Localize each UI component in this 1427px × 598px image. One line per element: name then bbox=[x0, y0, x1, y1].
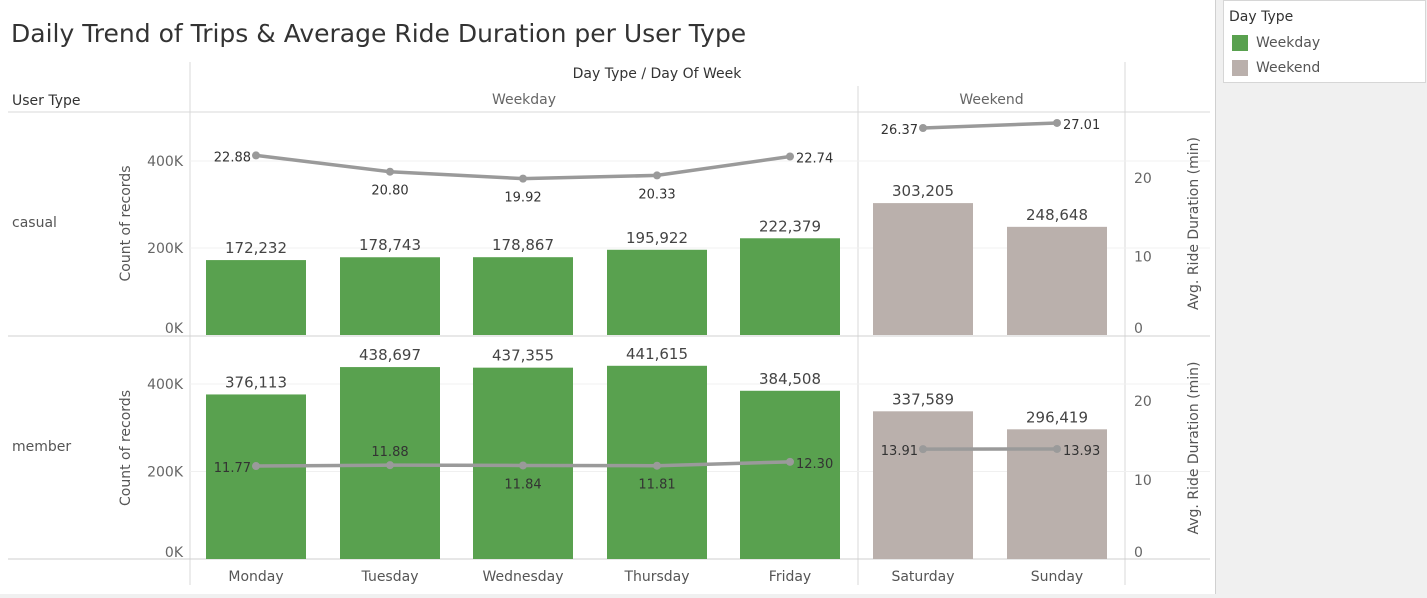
bar-member-friday bbox=[740, 391, 840, 559]
duration-label-member-saturday: 13.91 bbox=[881, 444, 918, 459]
duration-point-casual-wednesday bbox=[519, 175, 527, 183]
bar-label-casual-saturday: 303,205 bbox=[892, 182, 954, 200]
row-header-label: User Type bbox=[12, 93, 81, 109]
x-tick-label-friday: Friday bbox=[769, 569, 811, 585]
row-label-casual: casual bbox=[12, 215, 57, 231]
column-header-label: Day Type / Day Of Week bbox=[573, 66, 743, 82]
duration-point-casual-saturday bbox=[919, 124, 927, 132]
bar-label-casual-friday: 222,379 bbox=[759, 217, 821, 235]
left-tick-member-200K: 200K bbox=[147, 465, 184, 481]
bar-casual-sunday bbox=[1007, 227, 1107, 335]
duration-point-member-friday bbox=[786, 458, 794, 466]
right-tick-casual-20: 20 bbox=[1134, 171, 1152, 187]
duration-point-member-sunday bbox=[1053, 445, 1061, 453]
bar-label-casual-wednesday: 178,867 bbox=[492, 236, 554, 254]
x-tick-label-monday: Monday bbox=[228, 569, 283, 585]
bar-member-saturday bbox=[873, 411, 973, 559]
bar-label-member-thursday: 441,615 bbox=[626, 345, 688, 363]
bar-label-member-wednesday: 437,355 bbox=[492, 347, 554, 365]
group-header-weekday: Weekday bbox=[492, 92, 556, 108]
bar-casual-saturday bbox=[873, 203, 973, 335]
duration-point-casual-friday bbox=[786, 152, 794, 160]
left-tick-member-400K: 400K bbox=[147, 377, 184, 393]
left-tick-casual-400K: 400K bbox=[147, 154, 184, 170]
bar-casual-monday bbox=[206, 260, 306, 335]
right-tick-member-10: 10 bbox=[1134, 473, 1152, 489]
duration-label-casual-wednesday: 19.92 bbox=[504, 191, 541, 206]
legend-item-weekday[interactable]: Weekday bbox=[1232, 34, 1320, 52]
duration-line-casual-weekend bbox=[923, 123, 1057, 128]
bar-member-monday bbox=[206, 394, 306, 559]
bar-label-member-friday: 384,508 bbox=[759, 370, 821, 388]
duration-label-casual-thursday: 20.33 bbox=[638, 187, 675, 202]
group-header-weekend: Weekend bbox=[959, 92, 1023, 108]
x-tick-label-saturday: Saturday bbox=[891, 569, 954, 585]
right-tick-member-20: 20 bbox=[1134, 394, 1152, 410]
x-tick-label-tuesday: Tuesday bbox=[361, 569, 419, 585]
duration-point-member-wednesday bbox=[519, 461, 527, 469]
chart-panel: Daily Trend of Trips & Average Ride Dura… bbox=[0, 0, 1216, 594]
left-axis-title-casual: Count of records bbox=[118, 166, 134, 282]
duration-label-casual-tuesday: 20.80 bbox=[371, 184, 408, 199]
bar-label-casual-sunday: 248,648 bbox=[1026, 206, 1088, 224]
duration-label-member-sunday: 13.93 bbox=[1063, 444, 1100, 459]
legend-title: Day Type bbox=[1229, 9, 1293, 25]
bar-label-member-tuesday: 438,697 bbox=[359, 346, 421, 364]
legend-label-weekend: Weekend bbox=[1256, 60, 1320, 76]
bar-label-casual-thursday: 195,922 bbox=[626, 229, 688, 247]
duration-label-member-thursday: 11.81 bbox=[638, 478, 675, 493]
right-tick-member-0: 0 bbox=[1134, 545, 1143, 561]
legend-swatch-weekend bbox=[1232, 60, 1248, 76]
left-tick-casual-200K: 200K bbox=[147, 241, 184, 257]
left-axis-title-member: Count of records bbox=[118, 390, 134, 506]
bar-casual-friday bbox=[740, 238, 840, 335]
right-tick-casual-10: 10 bbox=[1134, 250, 1152, 266]
left-tick-casual-0K: 0K bbox=[165, 321, 184, 337]
bar-casual-wednesday bbox=[473, 257, 573, 335]
duration-point-member-saturday bbox=[919, 445, 927, 453]
duration-point-casual-sunday bbox=[1053, 119, 1061, 127]
bar-label-member-sunday: 296,419 bbox=[1026, 408, 1088, 426]
duration-label-casual-sunday: 27.01 bbox=[1063, 118, 1100, 133]
duration-point-member-monday bbox=[252, 462, 260, 470]
right-axis-title-casual: Avg. Ride Duration (min) bbox=[1186, 137, 1202, 310]
bar-label-casual-tuesday: 178,743 bbox=[359, 236, 421, 254]
right-tick-casual-0: 0 bbox=[1134, 321, 1143, 337]
duration-point-casual-monday bbox=[252, 151, 260, 159]
duration-label-member-monday: 11.77 bbox=[214, 461, 251, 476]
x-tick-label-wednesday: Wednesday bbox=[482, 569, 563, 585]
duration-point-casual-thursday bbox=[653, 171, 661, 179]
bar-casual-tuesday bbox=[340, 257, 440, 335]
left-tick-member-0K: 0K bbox=[165, 545, 184, 561]
chart-title: Daily Trend of Trips & Average Ride Dura… bbox=[11, 19, 746, 48]
x-tick-label-thursday: Thursday bbox=[623, 569, 689, 585]
duration-label-casual-saturday: 26.37 bbox=[881, 123, 918, 138]
bar-label-member-monday: 376,113 bbox=[225, 373, 287, 391]
duration-label-member-wednesday: 11.84 bbox=[504, 477, 541, 492]
bar-label-member-saturday: 337,589 bbox=[892, 390, 954, 408]
chart-svg: Daily Trend of Trips & Average Ride Dura… bbox=[0, 0, 1215, 594]
duration-label-member-tuesday: 11.88 bbox=[371, 445, 408, 460]
duration-point-member-thursday bbox=[653, 462, 661, 470]
bar-casual-thursday bbox=[607, 250, 707, 335]
duration-label-casual-friday: 22.74 bbox=[796, 151, 833, 166]
legend: Day Type Weekday Weekend bbox=[1223, 0, 1426, 83]
duration-point-member-tuesday bbox=[386, 461, 394, 469]
row-label-member: member bbox=[12, 439, 71, 455]
duration-point-casual-tuesday bbox=[386, 168, 394, 176]
legend-label-weekday: Weekday bbox=[1256, 35, 1320, 51]
bar-label-casual-monday: 172,232 bbox=[225, 239, 287, 257]
duration-label-casual-monday: 22.88 bbox=[214, 150, 251, 165]
legend-item-weekend[interactable]: Weekend bbox=[1232, 59, 1320, 77]
right-axis-title-member: Avg. Ride Duration (min) bbox=[1186, 362, 1202, 535]
x-tick-label-sunday: Sunday bbox=[1031, 569, 1083, 585]
legend-swatch-weekday bbox=[1232, 35, 1248, 51]
duration-label-member-friday: 12.30 bbox=[796, 457, 833, 472]
